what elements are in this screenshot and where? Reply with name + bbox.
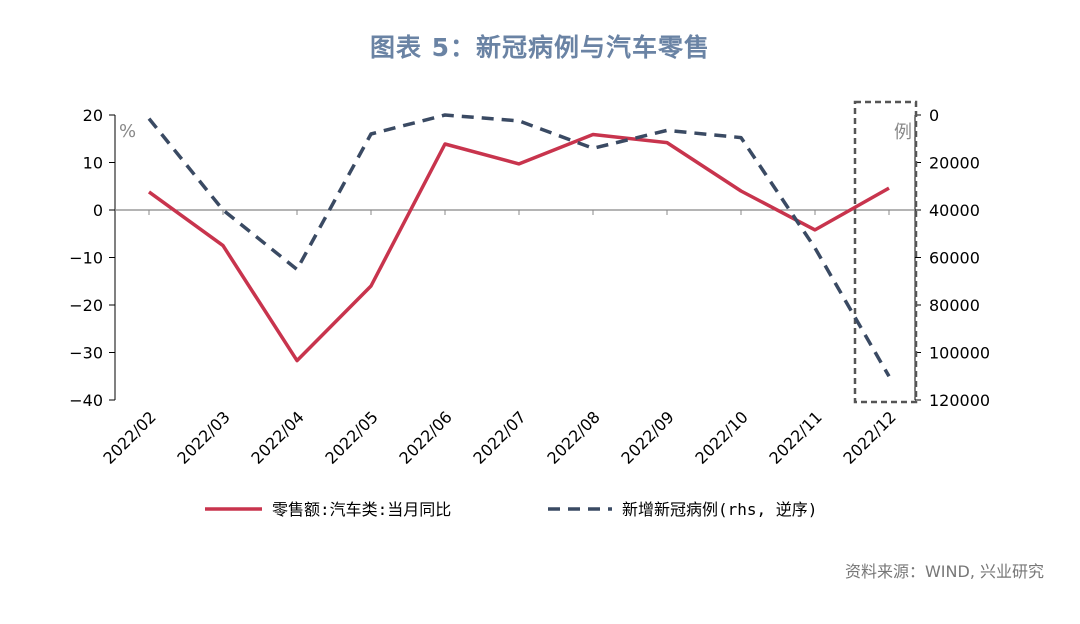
- x-tick-label: 2022/03: [173, 407, 233, 467]
- left-unit-label: %: [119, 121, 136, 142]
- right-tick-label: 80000: [929, 296, 980, 315]
- x-tick-label: 2022/07: [469, 407, 529, 467]
- right-tick-label: 0: [929, 106, 939, 125]
- new-covid-cases-line: [147, 113, 891, 378]
- right-tick-label: 120000: [929, 391, 990, 410]
- legend-label-retail: 零售额:汽车类:当月同比: [272, 500, 451, 519]
- left-tick-label: 20: [83, 106, 103, 125]
- x-tick-label: 2022/02: [99, 407, 159, 467]
- source-note: 资料来源：WIND, 兴业研究: [844, 562, 1044, 581]
- legend-label-covid: 新增新冠病例(rhs, 逆序): [622, 500, 817, 519]
- x-tick-label: 2022/12: [839, 407, 899, 467]
- x-tick-label: 2022/10: [691, 407, 751, 467]
- x-tick-label: 2022/05: [321, 407, 381, 467]
- chart-title: 图表 5：新冠病例与汽车零售: [369, 33, 711, 62]
- left-tick-label: 10: [83, 154, 103, 173]
- left-tick-label: −10: [69, 249, 103, 268]
- left-tick-label: 0: [93, 201, 103, 220]
- highlight-label: 例: [894, 122, 912, 143]
- auto-retail-yoy-line: [147, 132, 890, 363]
- x-tick-label: 2022/08: [543, 407, 603, 467]
- x-tick-label: 2022/09: [617, 407, 677, 467]
- left-tick-label: −20: [69, 296, 103, 315]
- left-tick-label: −30: [69, 344, 103, 363]
- right-tick-label: 60000: [929, 249, 980, 268]
- x-tick-label: 2022/04: [247, 407, 307, 467]
- right-tick-label: 100000: [929, 344, 990, 363]
- highlight-box: [853, 100, 918, 404]
- right-tick-label: 40000: [929, 201, 980, 220]
- right-tick-label: 20000: [929, 154, 980, 173]
- x-tick-label: 2022/11: [765, 407, 825, 467]
- left-tick-label: −40: [69, 391, 103, 410]
- x-tick-label: 2022/06: [395, 407, 455, 467]
